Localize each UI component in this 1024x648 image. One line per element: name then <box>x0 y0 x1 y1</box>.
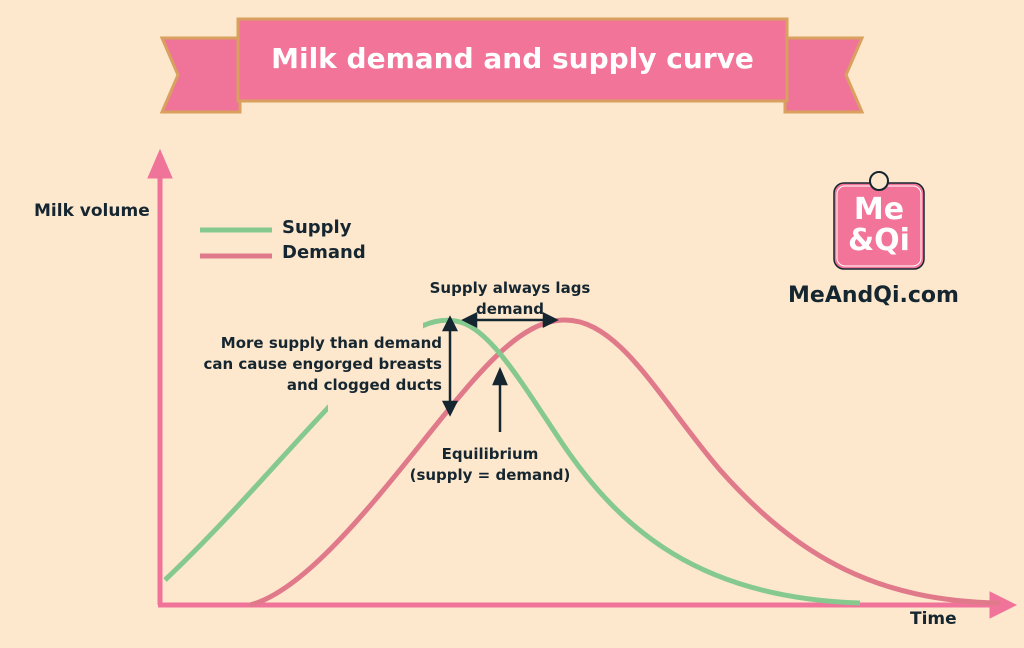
logo-line-2: &Qi <box>848 223 910 258</box>
equilibrium-annotation: Equilibrium (supply = demand) <box>390 444 590 486</box>
excess-line-1: More supply than demand <box>220 334 442 352</box>
logo-emblem-icon <box>869 171 889 191</box>
equilibrium-line-2: (supply = demand) <box>409 466 571 484</box>
y-axis-arrow-icon <box>147 148 173 179</box>
logo-line-1: Me <box>853 192 905 227</box>
legend-demand-label: Demand <box>282 242 366 263</box>
text-mask <box>328 318 423 414</box>
lag-line-2: demand <box>475 300 545 318</box>
arrow-down-icon <box>441 400 459 417</box>
arrow-right-icon <box>542 311 559 329</box>
arrow-up-icon <box>492 366 508 386</box>
excess-annotation: More supply than demand can cause engorg… <box>180 333 442 396</box>
logo-text: Me &Qi <box>834 194 924 256</box>
supply-curve <box>163 317 861 606</box>
logo <box>833 171 925 270</box>
lag-line-1: Supply always lags <box>429 279 591 297</box>
excess-line-3: and clogged ducts <box>286 376 442 394</box>
arrow-up-icon <box>441 315 459 332</box>
page-title: Milk demand and supply curve <box>271 42 754 75</box>
site-name: MeAndQi.com <box>788 283 959 308</box>
y-axis-label: Milk volume <box>34 201 150 221</box>
lag-annotation: Supply always lags demand <box>410 278 610 320</box>
x-axis-label: Time <box>910 609 957 629</box>
arrow-left-icon <box>461 311 478 329</box>
demand-curve <box>249 317 1001 608</box>
excess-line-2: can cause engorged breasts <box>203 355 442 373</box>
equilibrium-line-1: Equilibrium <box>441 445 539 463</box>
title-banner <box>159 17 865 114</box>
legend-supply-label: Supply <box>282 217 352 238</box>
